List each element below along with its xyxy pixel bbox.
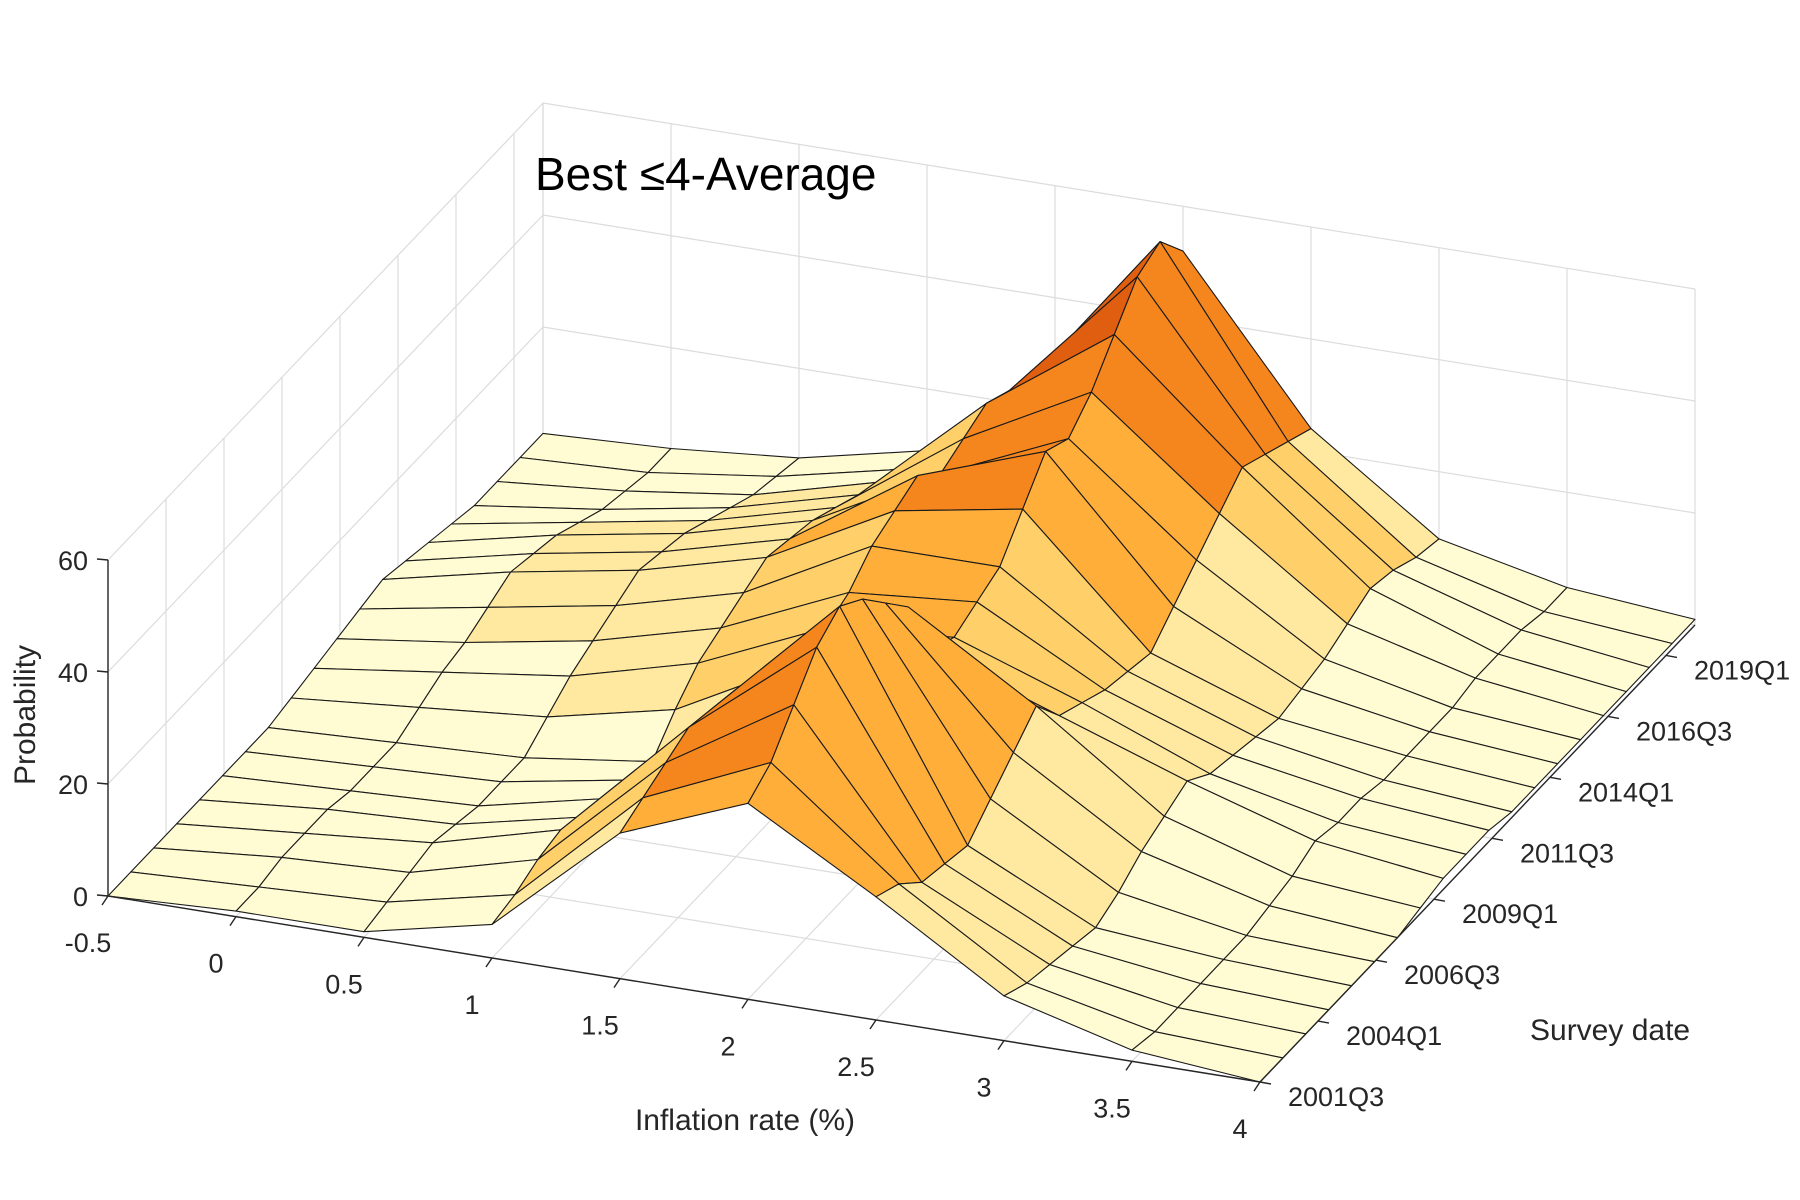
y-tick-mark-3 xyxy=(1433,898,1446,902)
x-tick-mark-4 xyxy=(613,978,621,989)
y-tick-mark-4 xyxy=(1491,837,1504,841)
surface-face-11-0 xyxy=(359,571,512,610)
x-tick-label-4: 1.5 xyxy=(581,1011,619,1041)
y-tick-mark-0 xyxy=(1259,1081,1272,1085)
y-tick-mark-6 xyxy=(1607,715,1620,720)
grid-left-z-3 xyxy=(107,102,544,561)
chart-title: Best ≤4-Average xyxy=(535,148,876,200)
y-tick-label-4: 2011Q3 xyxy=(1520,838,1614,868)
z-tick-label-2: 40 xyxy=(58,658,88,688)
x-tick-label-6: 2.5 xyxy=(837,1052,875,1082)
x-tick-label-3: 1 xyxy=(464,990,479,1020)
surface-face-11-1 xyxy=(487,569,640,608)
y-tick-mark-7 xyxy=(1665,654,1678,659)
x-tick-label-0: -0.5 xyxy=(65,928,112,958)
surface-layer xyxy=(107,241,1696,1083)
y-axis-label: Survey date xyxy=(1530,1014,1690,1047)
axis-layer: -0.5 0 0.5 1 1.5 2 2.5 3 3.5 4 2001Q3 2004Q1 2006Q3 2… xyxy=(58,546,1790,1144)
y-tick-label-0: 2001Q3 xyxy=(1288,1082,1384,1112)
x-tick-label-7: 3 xyxy=(976,1073,991,1103)
y-tick-mark-2 xyxy=(1375,959,1388,963)
surface-face-7-2 xyxy=(523,709,676,763)
x-tick-mark-8 xyxy=(1125,1060,1133,1071)
y-axis-line xyxy=(1259,624,1696,1083)
z-tick-mark-2 xyxy=(96,670,109,673)
z-tick-label-0: 0 xyxy=(73,882,88,912)
x-axis-line xyxy=(107,895,1261,1083)
x-tick-label-9: 4 xyxy=(1232,1114,1247,1144)
y-tick-label-5: 2014Q1 xyxy=(1578,777,1674,807)
x-tick-label-8: 3.5 xyxy=(1093,1093,1131,1123)
z-tick-mark-3 xyxy=(96,558,109,561)
x-axis-label: Inflation rate (%) xyxy=(635,1104,855,1137)
y-tick-mark-5 xyxy=(1549,776,1562,781)
y-tick-label-6: 2016Q3 xyxy=(1636,716,1732,746)
y-tick-label-2: 2006Q3 xyxy=(1404,960,1500,990)
surface-face-16-1 xyxy=(601,490,754,510)
surface-face-10-1 xyxy=(464,605,617,644)
label-layer: Best ≤4-Average Inflation rate (%) Surve… xyxy=(9,148,1690,1137)
surface-face-9-1 xyxy=(441,640,594,677)
x-tick-label-2: 0.5 xyxy=(325,969,363,999)
x-tick-mark-3 xyxy=(485,957,493,968)
x-tick-mark-9 xyxy=(1253,1081,1261,1092)
surface-face-10-0 xyxy=(336,606,489,644)
z-axis-label: Probability xyxy=(9,645,42,785)
z-tick-mark-0 xyxy=(96,894,109,897)
y-tick-label-7: 2019Q1 xyxy=(1694,655,1790,685)
z-tick-label-3: 60 xyxy=(58,546,88,576)
x-tick-mark-0 xyxy=(101,895,109,906)
grid-back-z-3 xyxy=(542,102,1696,290)
x-tick-mark-7 xyxy=(997,1040,1005,1051)
x-tick-mark-2 xyxy=(357,936,365,947)
x-tick-label-5: 2 xyxy=(720,1031,735,1061)
x-tick-mark-1 xyxy=(229,916,237,927)
z-tick-mark-1 xyxy=(96,782,109,785)
y-tick-mark-1 xyxy=(1317,1020,1330,1024)
surface-face-9-0 xyxy=(313,638,466,673)
surface-face-13-1 xyxy=(533,532,686,555)
y-tick-label-3: 2009Q1 xyxy=(1462,899,1558,929)
x-tick-mark-6 xyxy=(869,1019,877,1030)
x-tick-mark-5 xyxy=(741,998,749,1009)
surface-face-18-1 xyxy=(647,447,800,477)
surface-face-15-0 xyxy=(450,505,603,525)
y-tick-label-1: 2004Q1 xyxy=(1346,1021,1442,1051)
z-tick-label-1: 20 xyxy=(58,770,88,800)
grid-left-z-2 xyxy=(107,214,544,673)
x-tick-label-1: 0 xyxy=(208,949,223,979)
surface-face-12-1 xyxy=(510,551,663,573)
grid-left-z-1 xyxy=(107,326,544,785)
